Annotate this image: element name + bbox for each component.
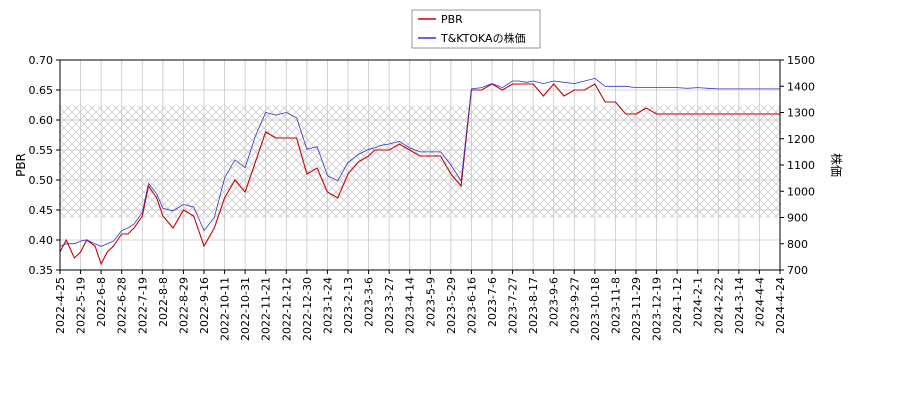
x-tick-label: 2023-2-13 xyxy=(342,277,355,334)
x-tick-label: 2024-4-24 xyxy=(774,277,787,334)
x-tick-label: 2023-4-14 xyxy=(404,277,417,334)
right-tick-label: 900 xyxy=(787,212,808,225)
x-tick-label: 2024-2-22 xyxy=(712,277,725,334)
right-tick-label: 1300 xyxy=(787,107,815,120)
x-tick-label: 2024-4-4 xyxy=(753,277,766,327)
right-tick-label: 700 xyxy=(787,264,808,277)
x-tick-label: 2023-10-18 xyxy=(589,277,602,341)
legend-entry-price: T&KTOKAの株価 xyxy=(440,31,526,45)
x-tick-label: 2023-8-17 xyxy=(527,277,540,334)
x-tick-label: 2023-1-24 xyxy=(321,277,334,334)
left-tick-label: 0.40 xyxy=(29,234,54,247)
right-tick-label: 800 xyxy=(787,238,808,251)
x-tick-label: 2024-3-14 xyxy=(733,277,746,334)
x-tick-label: 2023-11-8 xyxy=(609,277,622,334)
right-tick-label: 1500 xyxy=(787,54,815,67)
x-tick-label: 2023-7-27 xyxy=(507,277,520,334)
x-tick-label: 2024-1-12 xyxy=(671,277,684,334)
x-tick-label: 2023-7-6 xyxy=(486,277,499,327)
x-tick-label: 2023-11-29 xyxy=(630,277,643,341)
x-tick-label: 2022-5-19 xyxy=(75,277,88,334)
x-tick-label: 2024-2-1 xyxy=(692,277,705,327)
legend: PBR T&KTOKAの株価 xyxy=(411,9,541,49)
x-tick-label: 2022-10-31 xyxy=(239,277,252,341)
x-tick-label: 2022-12-30 xyxy=(301,277,314,341)
x-tick-label: 2022-9-16 xyxy=(198,277,211,334)
left-tick-label: 0.50 xyxy=(29,174,54,187)
x-tick-label: 2023-5-9 xyxy=(424,277,437,327)
x-tick-label: 2023-5-29 xyxy=(445,277,458,334)
left-tick-label: 0.70 xyxy=(29,54,54,67)
x-tick-label: 2022-6-28 xyxy=(116,277,129,334)
x-tick-label: 2022-4-25 xyxy=(54,277,67,334)
series-line-pbr xyxy=(59,83,780,266)
left-tick-label: 0.45 xyxy=(29,204,54,217)
left-axis-label: PBR xyxy=(14,153,28,177)
x-tick-label: 2023-9-27 xyxy=(568,277,581,334)
x-tick-label: 2022-8-29 xyxy=(177,277,190,334)
left-tick-label: 0.65 xyxy=(29,84,54,97)
x-tick-label: 2022-12-12 xyxy=(280,277,293,341)
x-tick-label: 2023-3-6 xyxy=(363,277,376,327)
legend-box xyxy=(411,9,541,49)
x-tick-label: 2023-9-6 xyxy=(548,277,561,327)
x-tick-label: 2023-12-19 xyxy=(651,277,664,341)
right-tick-label: 1200 xyxy=(787,133,815,146)
series-line-price xyxy=(59,77,780,247)
hatched-band xyxy=(60,105,780,219)
x-tick-label: 2022-10-11 xyxy=(219,277,232,341)
x-tick-label: 2023-6-16 xyxy=(465,277,478,334)
right-tick-label: 1400 xyxy=(787,80,815,93)
x-tick-label: 2022-6-8 xyxy=(95,277,108,327)
left-tick-label: 0.60 xyxy=(29,114,54,127)
x-tick-label: 2022-11-21 xyxy=(260,277,273,341)
x-tick-label: 2022-7-19 xyxy=(136,277,149,334)
left-tick-label: 0.35 xyxy=(29,264,54,277)
axis-layer: 0.35 0.40 0.45 0.50 0.55 0.60 0.65 0.70 700 800 90… xyxy=(29,54,816,341)
right-axis-label: 株価 xyxy=(829,153,844,177)
right-tick-label: 1000 xyxy=(787,185,815,198)
x-tick-label: 2023-3-27 xyxy=(383,277,396,334)
grid-layer xyxy=(59,59,781,271)
right-tick-label: 1100 xyxy=(787,159,815,172)
series-layer xyxy=(59,77,780,266)
x-tick-label: 2022-8-8 xyxy=(157,277,170,327)
legend-entry-pbr: PBR xyxy=(441,13,463,26)
left-tick-label: 0.55 xyxy=(29,144,54,157)
